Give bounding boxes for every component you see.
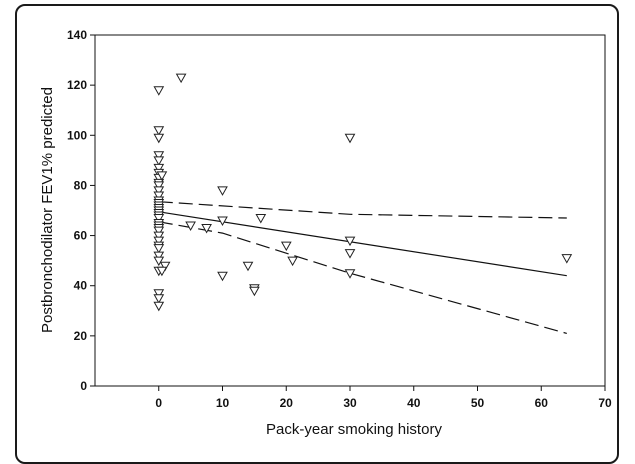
data-point bbox=[242, 261, 254, 272]
data-point bbox=[201, 224, 212, 234]
scatter-chart: 0 20 40 60 80 100 120 140 0 10 20 30 40 50 60 70 Postb… bbox=[39, 28, 612, 438]
x-tick-label: 30 bbox=[343, 396, 357, 410]
data-point bbox=[153, 236, 165, 247]
x-tick-label: 50 bbox=[471, 396, 485, 410]
data-point bbox=[217, 186, 228, 196]
data-point bbox=[159, 261, 171, 272]
data-point bbox=[249, 286, 260, 297]
data-point bbox=[153, 289, 165, 299]
x-tick-label: 70 bbox=[598, 396, 612, 410]
data-point bbox=[344, 133, 356, 144]
data-point bbox=[280, 241, 292, 252]
data-point bbox=[153, 301, 165, 312]
data-point bbox=[153, 231, 165, 242]
data-point bbox=[185, 221, 196, 232]
y-tick-label: 80 bbox=[74, 178, 88, 192]
regression-line bbox=[158, 211, 567, 277]
data-point bbox=[561, 254, 573, 264]
data-point bbox=[153, 126, 165, 136]
y-axis-ticks: 0 20 40 60 80 100 120 140 bbox=[67, 28, 95, 393]
data-point bbox=[153, 191, 165, 202]
data-point bbox=[153, 133, 165, 144]
data-point bbox=[344, 236, 356, 247]
data-point bbox=[156, 266, 168, 277]
data-point bbox=[153, 251, 165, 262]
x-tick-label: 20 bbox=[280, 396, 294, 410]
data-point bbox=[153, 86, 165, 96]
data-point bbox=[153, 186, 165, 196]
data-point bbox=[217, 216, 228, 227]
x-axis-ticks: 0 10 20 30 40 50 60 70 bbox=[155, 386, 612, 410]
data-point bbox=[344, 269, 356, 279]
data-point bbox=[255, 214, 267, 224]
x-tick-label: 40 bbox=[407, 396, 421, 410]
data-point bbox=[287, 256, 298, 267]
data-point bbox=[153, 163, 165, 174]
plot-border bbox=[94, 34, 606, 387]
upper-confidence-line bbox=[158, 201, 567, 219]
data-point bbox=[153, 226, 165, 237]
data-point bbox=[156, 171, 168, 181]
plot-area: 0 20 40 60 80 100 120 140 0 10 20 30 40 50 60 70 bbox=[67, 28, 612, 410]
x-tick-label: 0 bbox=[155, 396, 162, 410]
y-tick-label: 0 bbox=[80, 379, 87, 393]
data-point bbox=[153, 294, 165, 304]
data-point bbox=[153, 256, 165, 267]
data-point bbox=[153, 214, 165, 224]
data-point bbox=[153, 181, 165, 191]
y-tick-label: 40 bbox=[74, 279, 88, 293]
x-tick-label: 10 bbox=[216, 396, 230, 410]
data-point bbox=[153, 156, 165, 166]
figure-frame bbox=[15, 4, 619, 464]
y-tick-label: 100 bbox=[67, 128, 87, 142]
data-point bbox=[344, 249, 356, 259]
x-tick-label: 60 bbox=[535, 396, 549, 410]
y-tick-label: 20 bbox=[74, 329, 88, 343]
y-tick-label: 60 bbox=[74, 229, 88, 243]
x-axis-title: Pack-year smoking history bbox=[266, 421, 442, 438]
data-point bbox=[153, 151, 165, 161]
y-tick-label: 120 bbox=[67, 78, 87, 92]
data-point bbox=[217, 271, 228, 282]
y-tick-label: 140 bbox=[67, 28, 87, 42]
data-point bbox=[175, 73, 187, 84]
data-points bbox=[153, 73, 573, 312]
data-point bbox=[153, 244, 165, 254]
lower-confidence-line bbox=[158, 221, 567, 334]
y-axis-title: Postbronchodilator FEV1% predicted bbox=[39, 87, 56, 333]
